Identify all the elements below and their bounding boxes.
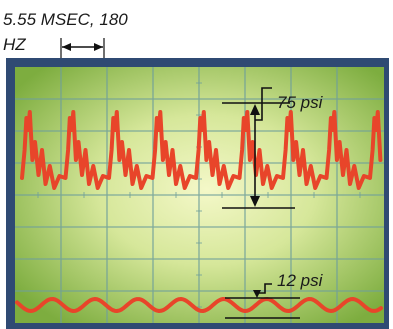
low-pressure-label: 12 psi <box>277 271 324 290</box>
high-pressure-amplitude-marker <box>222 87 295 209</box>
low-pressure-amplitude-marker <box>225 283 300 319</box>
grid-minor-ticks <box>37 82 361 308</box>
high-pressure-label: 75 psi <box>277 93 324 112</box>
period-caption-line2: HZ <box>3 35 26 54</box>
period-caption-line1: 5.55 MSEC, 180 <box>3 10 128 29</box>
high-pressure-trace <box>20 110 383 190</box>
low-pressure-trace <box>15 297 383 313</box>
